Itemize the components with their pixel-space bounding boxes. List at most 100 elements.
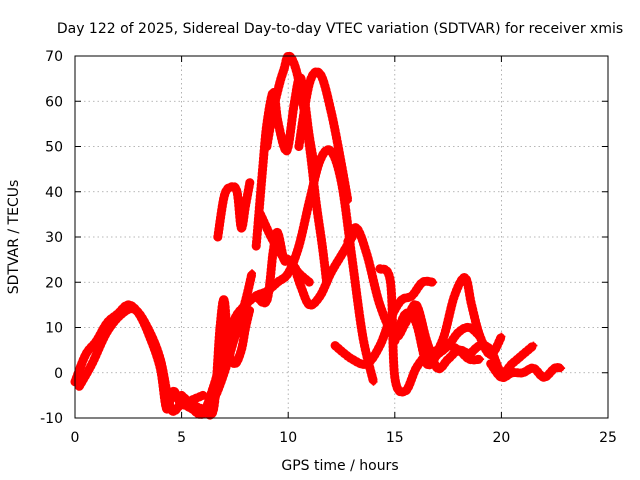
- data-point: [166, 404, 175, 413]
- data-point: [412, 300, 421, 309]
- data-point: [213, 233, 222, 241]
- data-point: [429, 278, 438, 287]
- data-point: [418, 278, 427, 287]
- data-point: [412, 364, 421, 373]
- data-point: [252, 291, 261, 300]
- data-point: [476, 332, 485, 341]
- data-point: [305, 79, 314, 88]
- x-tick-label: 15: [386, 430, 404, 446]
- data-point: [233, 187, 241, 196]
- data-point: [397, 296, 406, 305]
- data-point: [103, 328, 111, 336]
- y-tick-label: 40: [45, 185, 63, 201]
- data-point: [75, 382, 84, 391]
- data-point: [465, 323, 474, 332]
- data-point: [326, 106, 335, 115]
- data-point: [454, 346, 463, 355]
- data-point: [331, 341, 340, 350]
- y-tick-label: 70: [45, 49, 63, 65]
- data-point: [290, 97, 299, 106]
- data-point: [241, 323, 250, 332]
- data-point: [269, 106, 278, 115]
- data-point: [390, 373, 399, 382]
- data-point: [220, 192, 229, 201]
- data-point: [305, 278, 314, 287]
- x-tick-labels: 0 5 10 15 20 25: [71, 430, 617, 446]
- data-point: [322, 278, 331, 287]
- y-tick-label: 0: [54, 366, 63, 382]
- data-point: [294, 269, 303, 278]
- data-point: [375, 264, 384, 273]
- data-point: [284, 142, 293, 151]
- data-point: [216, 323, 224, 332]
- data-point: [461, 273, 470, 282]
- data-point: [401, 309, 410, 318]
- data-point: [267, 233, 276, 241]
- data-point: [318, 242, 327, 251]
- data-point: [81, 350, 90, 359]
- data-point: [316, 70, 325, 79]
- y-tick-label: 30: [45, 230, 63, 246]
- y-axis-label: SDTVAR / TECUs: [6, 180, 22, 295]
- data-point: [262, 142, 271, 151]
- data-point: [369, 377, 378, 386]
- data-point: [412, 319, 421, 327]
- data-point: [209, 382, 218, 391]
- data-point: [529, 341, 538, 350]
- x-tick-label: 25: [599, 430, 617, 446]
- data-point: [444, 341, 453, 350]
- data-point: [358, 332, 367, 341]
- x-axis-label: GPS time / hours: [281, 458, 398, 474]
- data-point: [143, 323, 152, 332]
- data-point: [348, 355, 357, 364]
- series-arc-9: [256, 209, 314, 287]
- data-point: [386, 278, 395, 287]
- data-point: [497, 373, 506, 382]
- data-point: [177, 400, 186, 409]
- data-point: [262, 296, 271, 305]
- x-tick-label: 20: [492, 430, 510, 446]
- series-arc-4: [213, 178, 255, 242]
- data-point: [156, 355, 165, 364]
- series-arc-3: [177, 295, 255, 420]
- data-point: [177, 391, 186, 400]
- data-point: [326, 147, 335, 155]
- data-point: [407, 291, 416, 300]
- data-point: [237, 223, 246, 232]
- data-point: [486, 359, 495, 368]
- data-point: [497, 332, 506, 341]
- data-point: [256, 210, 265, 219]
- data-point: [348, 255, 357, 264]
- data-point: [258, 165, 267, 174]
- data-point: [401, 386, 410, 395]
- data-point: [508, 368, 517, 377]
- data-point: [237, 346, 246, 355]
- data-point: [248, 269, 256, 278]
- data-point: [433, 364, 442, 373]
- x-tick-label: 5: [177, 430, 186, 446]
- data-point: [540, 373, 548, 382]
- data-point: [209, 404, 218, 413]
- y-tick-label: 60: [45, 94, 63, 110]
- series-arc-10: [294, 67, 353, 206]
- data-point: [476, 341, 485, 350]
- data-point: [284, 269, 293, 278]
- data-point: [450, 291, 459, 300]
- data-point: [188, 404, 197, 413]
- y-tick-label: -10: [40, 411, 63, 427]
- data-point: [198, 391, 207, 400]
- plot-frame: [74, 55, 609, 419]
- series-arc-8: [262, 51, 332, 287]
- data-point: [363, 251, 372, 260]
- data-point: [352, 223, 361, 232]
- data-point: [305, 300, 314, 309]
- data-point: [275, 79, 284, 88]
- data-point: [390, 337, 399, 346]
- data-point: [343, 196, 352, 205]
- data-point: [294, 242, 303, 251]
- data-point: [363, 359, 372, 368]
- y-tick-label: 50: [45, 140, 63, 156]
- data-point: [117, 309, 126, 318]
- data-point: [529, 364, 538, 373]
- chart-title: Day 122 of 2025, Sidereal Day-to-day VTE…: [57, 21, 623, 37]
